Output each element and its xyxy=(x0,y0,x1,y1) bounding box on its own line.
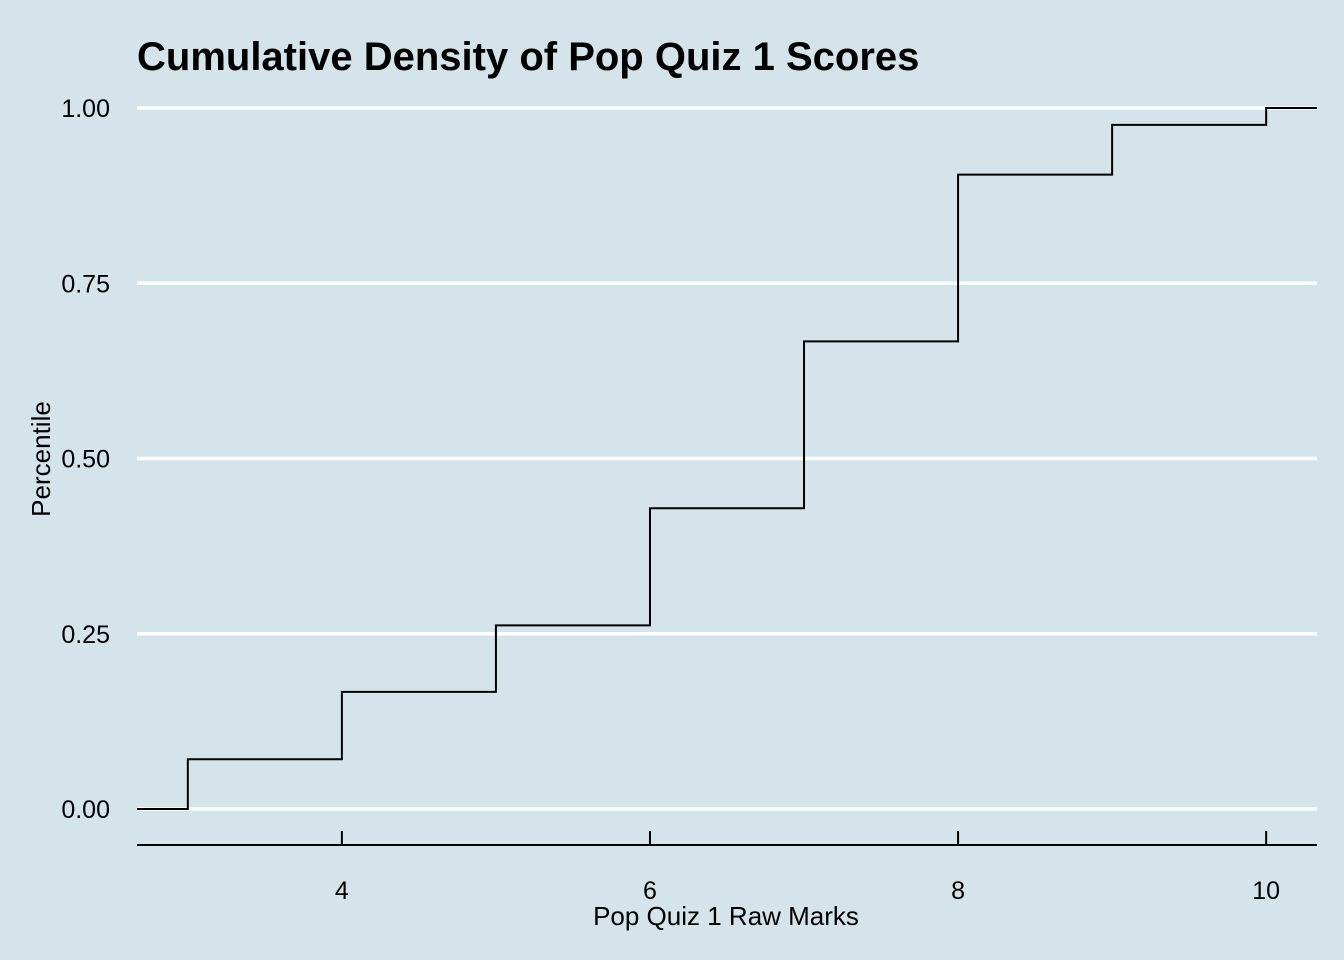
chart-title: Cumulative Density of Pop Quiz 1 Scores xyxy=(137,35,919,79)
x-tick-label: 10 xyxy=(1252,877,1280,905)
x-tick-label: 4 xyxy=(335,877,349,905)
y-axis-title: Percentile xyxy=(26,401,56,517)
x-axis-title: Pop Quiz 1 Raw Marks xyxy=(593,901,859,931)
y-tick-label: 1.00 xyxy=(61,95,110,123)
y-tick-label: 0.50 xyxy=(61,446,110,474)
y-tick-label: 0.00 xyxy=(61,796,110,824)
grid-layer xyxy=(137,106,1317,811)
x-tick-label: 6 xyxy=(643,877,657,905)
label-layer: 0.00 0.25 0.50 0.75 1.00 4 6 8 10 xyxy=(61,95,1280,905)
y-tick-label: 0.75 xyxy=(61,270,110,298)
ecdf-step-line xyxy=(137,107,1317,810)
axis-layer xyxy=(137,831,1317,846)
line-layer xyxy=(137,107,1317,810)
y-tick-label: 0.25 xyxy=(61,621,110,649)
x-tick-label: 8 xyxy=(951,877,965,905)
